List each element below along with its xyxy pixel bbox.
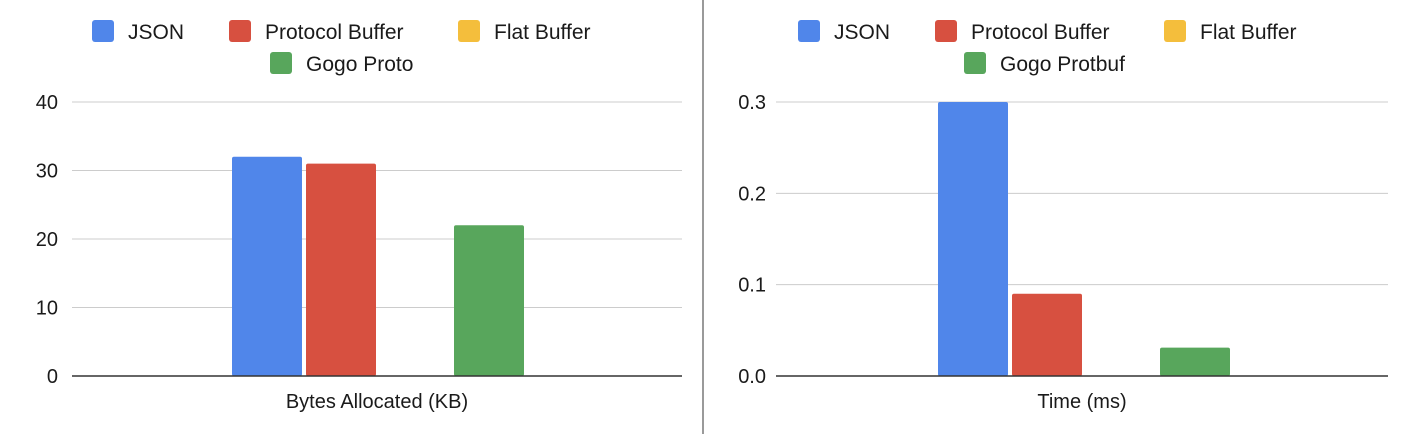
y-tick-label: 30: [36, 161, 58, 183]
bar: [306, 163, 376, 376]
bar: [938, 102, 1008, 376]
bytes-allocated-chart-svg: JSON Protocol Buffer Flat Buffer Gogo Proto…: [36, 20, 682, 413]
legend-label: Protocol Buffer: [971, 21, 1110, 44]
bar: [1160, 347, 1230, 376]
legend-label: JSON: [834, 21, 890, 44]
legend-swatch: [270, 52, 292, 74]
bytes-allocated-chart: JSON Protocol Buffer Flat Buffer Gogo Proto…: [0, 0, 704, 434]
time-chart: JSON Protocol Buffer Flat Buffer Gogo Protb…: [706, 0, 1414, 434]
y-tick-label: 40: [36, 92, 58, 114]
bar: [1012, 293, 1082, 376]
y-tick-label: 0: [47, 366, 58, 388]
time-chart-svg: JSON Protocol Buffer Flat Buffer Gogo Protb…: [738, 20, 1388, 413]
legend-label: Protocol Buffer: [265, 21, 404, 44]
legend-label: Gogo Protbuf: [1000, 53, 1125, 76]
legend-swatch: [935, 20, 957, 42]
legend-swatch: [458, 20, 480, 42]
bar: [454, 225, 524, 376]
y-tick-label: 0.3: [738, 92, 766, 114]
legend-swatch: [92, 20, 114, 42]
legend-label: Flat Buffer: [1200, 21, 1297, 44]
x-axis-label: Time (ms): [1037, 391, 1126, 413]
bar: [232, 156, 302, 376]
y-tick-label: 0.0: [738, 366, 766, 388]
legend-swatch: [1164, 20, 1186, 42]
legend-swatch: [229, 20, 251, 42]
y-tick-label: 10: [36, 298, 58, 320]
y-tick-label: 0.2: [738, 183, 766, 205]
x-axis-label: Bytes Allocated (KB): [286, 391, 468, 413]
legend-label: Gogo Proto: [306, 53, 413, 76]
chart-divider: [702, 0, 704, 434]
legend-swatch: [964, 52, 986, 74]
y-tick-label: 0.1: [738, 275, 766, 297]
y-tick-label: 20: [36, 229, 58, 251]
legend-label: JSON: [128, 21, 184, 44]
legend-label: Flat Buffer: [494, 21, 591, 44]
legend-swatch: [798, 20, 820, 42]
